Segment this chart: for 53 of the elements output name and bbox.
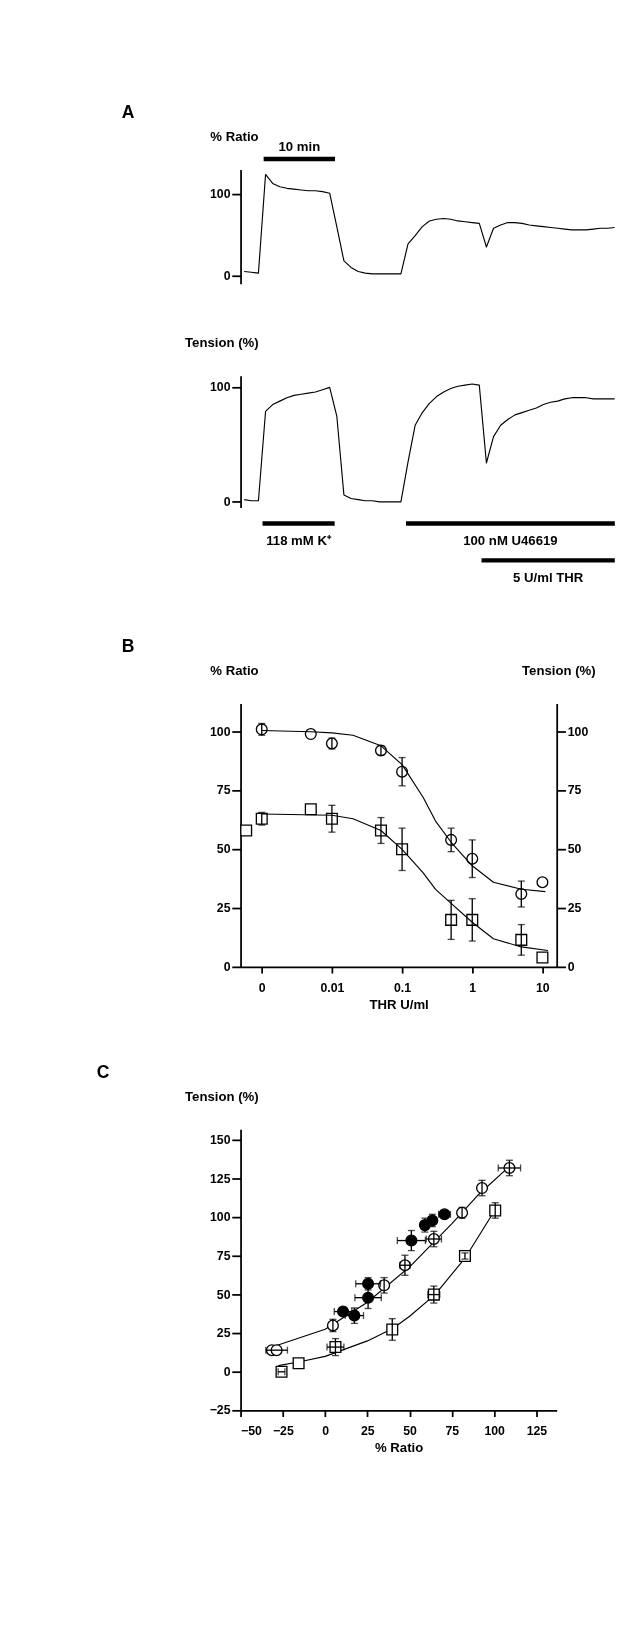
x-axis-title: THR U/ml: [369, 996, 429, 1012]
line-series: [243, 383, 616, 503]
x-tick-label: 0: [322, 1424, 330, 1439]
y-tick-label: 50: [216, 1287, 231, 1302]
x-tick-label: 25: [361, 1424, 375, 1439]
y-tick-label: 25: [216, 1326, 231, 1341]
y-tick-label: 0: [223, 959, 231, 974]
y2-tick-label: 50: [567, 842, 582, 857]
x-tick-label: 0.1: [393, 980, 412, 995]
x-tick-label: −25: [272, 1424, 294, 1439]
x-tick-label: 75: [445, 1424, 460, 1439]
chart-title: B: [121, 635, 135, 656]
line-series: [243, 173, 616, 275]
y-tick-label: 75: [216, 783, 231, 798]
y-tick-label: 75: [216, 1248, 231, 1263]
y-tick-label: 150: [210, 1133, 231, 1148]
chart-title: C: [96, 1061, 110, 1082]
x-tick-label: 1: [469, 980, 477, 995]
y2-tick-label: 0: [567, 959, 575, 974]
y2-axis-title: Tension (%): [522, 662, 596, 678]
y2-tick-label: 100: [567, 724, 589, 739]
y-tick-label: 50: [216, 842, 231, 857]
y-tick-label: 0: [223, 1364, 231, 1379]
y-tick-label: 100: [210, 724, 231, 739]
x-tick-label: 0.01: [320, 980, 345, 995]
text: 100 nM U46619: [463, 533, 558, 549]
chart-title: A: [121, 101, 135, 122]
x-tick-label: 10: [536, 980, 550, 995]
y-tick-label: 100: [210, 1210, 231, 1225]
x-tick-label: 100: [484, 1424, 506, 1439]
y-axis-title: Tension (%): [185, 335, 259, 351]
x-tick-label: 0: [258, 980, 266, 995]
y2-tick-label: 75: [567, 783, 582, 798]
x-tick-label: 50: [403, 1424, 418, 1439]
text: 10 min: [278, 139, 321, 155]
text: 118 mM K⁺: [266, 533, 332, 549]
text: 5 U/ml THR: [513, 570, 584, 586]
y2-tick-label: 25: [567, 901, 582, 916]
point: [292, 1357, 305, 1370]
y-tick-label: 25: [216, 901, 231, 916]
y-tick-label: 100: [210, 186, 231, 201]
y-axis-title: % Ratio: [210, 662, 259, 678]
x-tick-label: −50: [241, 1424, 263, 1439]
y-tick-label: 125: [210, 1171, 231, 1186]
y-tick-label: 0: [223, 494, 231, 509]
y-axis-title: Tension (%): [185, 1088, 259, 1104]
y-tick-label: 0: [223, 268, 231, 283]
point: [386, 1323, 399, 1336]
y-axis-title: % Ratio: [210, 129, 259, 145]
x-tick-label: 125: [526, 1424, 548, 1439]
y-tick-label: 100: [210, 380, 231, 395]
y-tick-label: −25: [209, 1403, 231, 1418]
x-axis-title: % Ratio: [374, 1440, 424, 1456]
